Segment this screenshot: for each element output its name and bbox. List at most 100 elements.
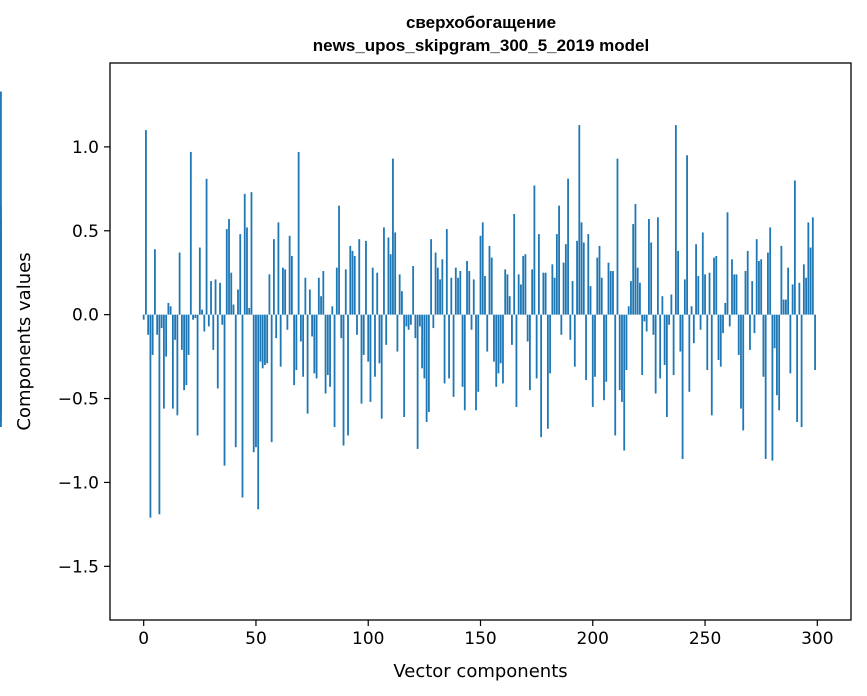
bar <box>641 314 644 376</box>
bar <box>333 314 336 428</box>
bar <box>679 314 682 352</box>
bar <box>434 252 437 315</box>
bar <box>448 314 450 379</box>
bar <box>171 314 174 409</box>
bar <box>398 274 401 315</box>
bar <box>167 302 170 315</box>
bar <box>798 282 801 315</box>
bar <box>414 314 417 339</box>
bar <box>273 239 275 315</box>
bar <box>784 299 787 315</box>
bar <box>582 242 585 315</box>
bar <box>275 314 278 339</box>
bar <box>564 244 567 315</box>
y-tick-label: 0.0 <box>72 306 99 326</box>
bar <box>286 314 289 330</box>
bar <box>243 193 246 315</box>
bar <box>589 286 592 315</box>
bar <box>344 269 347 315</box>
bar <box>450 277 453 315</box>
bar <box>165 314 168 357</box>
bar <box>618 314 621 391</box>
bar <box>441 259 444 315</box>
bar <box>284 269 287 315</box>
bar <box>735 274 738 315</box>
bar <box>493 314 495 362</box>
bar <box>771 314 774 461</box>
bar <box>744 271 747 315</box>
bar <box>787 267 790 315</box>
bar <box>347 314 349 436</box>
x-tick-label: 300 <box>801 629 833 649</box>
bar <box>805 277 807 315</box>
bar <box>526 314 529 342</box>
bar <box>773 314 776 349</box>
bar <box>396 314 399 352</box>
bar <box>508 296 511 315</box>
x-tick-label: 50 <box>245 629 267 649</box>
bar <box>623 314 626 451</box>
bar <box>151 314 154 355</box>
bar <box>216 314 219 389</box>
bar <box>697 276 700 315</box>
bar <box>252 314 255 453</box>
bar <box>230 272 233 315</box>
bar <box>405 314 408 327</box>
bar <box>677 250 679 315</box>
bar <box>573 314 576 367</box>
bar <box>421 314 424 369</box>
bar <box>338 205 340 315</box>
bar <box>353 255 356 315</box>
bar <box>378 314 381 364</box>
bar <box>674 125 677 315</box>
bar <box>452 314 455 397</box>
bar <box>356 314 358 335</box>
bar <box>731 259 733 315</box>
bar <box>504 269 507 315</box>
bar <box>749 314 751 350</box>
bar <box>145 130 147 315</box>
bar <box>481 222 484 315</box>
bar <box>497 314 500 374</box>
y-tick-label: 1.0 <box>72 138 99 158</box>
bar <box>241 314 244 498</box>
bar <box>513 213 516 315</box>
bar <box>297 151 300 315</box>
bar <box>692 314 695 344</box>
bar <box>486 314 489 352</box>
bar <box>755 239 758 315</box>
bar <box>681 314 684 459</box>
bar <box>524 254 527 315</box>
bar <box>198 247 201 315</box>
bar <box>205 178 208 315</box>
bar <box>791 284 794 315</box>
y-tick-label: 0.5 <box>72 222 99 242</box>
bar <box>436 267 439 315</box>
bar <box>246 227 248 315</box>
bar <box>719 314 722 367</box>
bar <box>695 244 697 315</box>
bar <box>176 314 179 416</box>
bar <box>189 151 192 315</box>
x-tick-label: 250 <box>689 629 721 649</box>
bar <box>389 254 392 315</box>
bar <box>306 314 309 414</box>
bar <box>351 250 354 315</box>
bar <box>701 232 704 315</box>
bar <box>511 314 513 345</box>
bar <box>758 260 760 315</box>
bar <box>724 302 727 315</box>
y-tick-label: −1.0 <box>58 473 99 493</box>
bar <box>324 314 327 394</box>
bar <box>562 262 565 315</box>
bar <box>239 234 242 315</box>
bar <box>591 314 594 407</box>
bar <box>427 314 430 412</box>
bar <box>753 314 756 334</box>
bar <box>293 314 296 386</box>
bar <box>154 249 156 315</box>
bar <box>315 314 318 379</box>
bar <box>194 314 197 319</box>
